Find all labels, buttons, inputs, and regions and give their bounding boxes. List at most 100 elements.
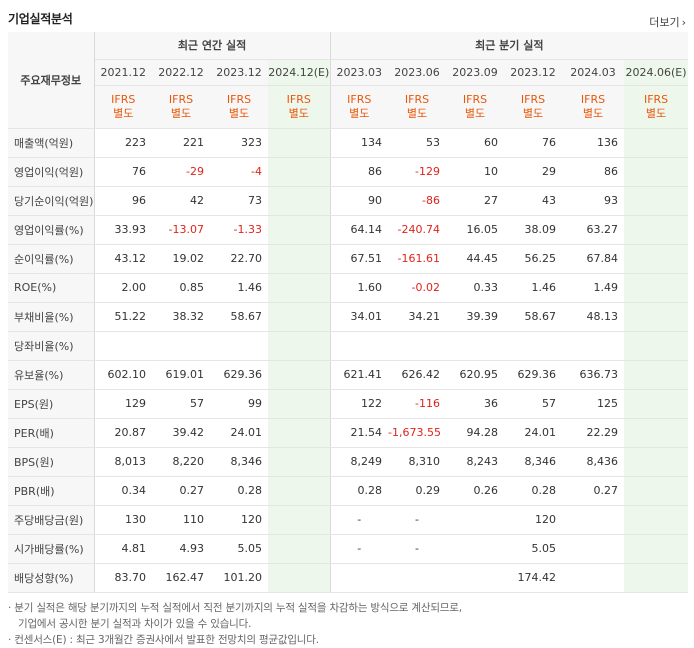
value-cell — [624, 563, 689, 593]
value-cell: -1.33 — [210, 214, 268, 245]
value-cell: 602.10 — [94, 360, 152, 390]
value-cell: -1,673.55 — [388, 418, 447, 448]
value-cell: 621.41 — [330, 360, 389, 390]
value-cell: 0.27 — [562, 476, 625, 506]
value-cell — [210, 331, 268, 361]
value-cell: 29 — [504, 157, 563, 187]
value-cell — [624, 504, 689, 535]
value-cell: 96 — [94, 186, 152, 216]
value-cell: 57 — [504, 388, 563, 419]
value-cell: 43.12 — [94, 244, 152, 274]
value-cell: 38.32 — [152, 302, 210, 332]
value-cell: 0.33 — [446, 273, 505, 303]
table-row: 시가배당률(%) 4.81 4.93 5.05- -5.05 — [8, 534, 689, 564]
table-row: 유보율(%) 602.10 619.01 629.36 621.41 626.42 620.… — [8, 360, 689, 390]
table-row: 당기순이익(억원) 96 42 73 90 -86 27 43 93 — [8, 186, 689, 216]
value-cell — [446, 331, 505, 361]
value-cell — [268, 302, 331, 332]
value-cell: 38.09 — [504, 214, 563, 245]
value-cell — [504, 331, 563, 361]
value-cell: 130 — [94, 504, 152, 535]
row-label: 당좌비율(%) — [8, 331, 95, 361]
value-cell — [268, 214, 331, 245]
value-cell: 620.95 — [446, 360, 505, 390]
separate-line: 별도 — [113, 106, 134, 120]
value-cell: 51.22 — [94, 302, 152, 332]
value-cell — [268, 476, 331, 506]
value-cell: 101.20 — [210, 563, 268, 593]
period-header: 2023.09 — [446, 59, 505, 86]
corner-label: 주요재무정보 — [8, 32, 95, 129]
ifrs-label: IFRS 별도 — [504, 85, 563, 129]
period-header: 2023.06 — [388, 59, 447, 86]
value-cell: 10 — [446, 157, 505, 187]
value-cell: 626.42 — [388, 360, 447, 390]
value-cell — [624, 127, 689, 158]
value-cell — [562, 563, 625, 593]
quarter-group-header: 최근 분기 실적 — [330, 32, 689, 60]
ifrs-line: IFRS — [347, 92, 372, 106]
period-header: 2024.12(E) — [268, 59, 331, 86]
row-label: PBR(배) — [8, 476, 95, 506]
value-cell: - — [330, 504, 389, 535]
value-cell — [268, 186, 331, 216]
value-cell — [268, 447, 331, 477]
more-link[interactable]: 더보기 › — [649, 14, 686, 30]
value-cell: 0.85 — [152, 273, 210, 303]
period-header: 2021.12 — [94, 59, 152, 86]
value-cell: 57 — [152, 388, 210, 419]
table-row: 배당성향(%) 83.70 162.47 101.20 174.42 — [8, 563, 689, 593]
value-cell: 58.67 — [504, 302, 563, 332]
value-cell — [152, 331, 210, 361]
separate-line: 별도 — [406, 106, 428, 120]
row-label: 시가배당률(%) — [8, 534, 95, 564]
value-cell: 60 — [446, 127, 505, 158]
value-cell: 221 — [152, 127, 210, 158]
value-cell: 5.05 — [504, 534, 563, 564]
value-cell — [562, 504, 625, 535]
value-cell — [268, 563, 331, 593]
value-cell: 34.01 — [330, 302, 389, 332]
ifrs-line: IFRS — [168, 92, 194, 106]
value-cell: 1.46 — [504, 273, 563, 303]
row-label: PER(배) — [8, 418, 95, 448]
separate-line: 별도 — [170, 106, 192, 120]
ifrs-label: IFRS 별도 — [446, 85, 505, 129]
value-cell: -29 — [152, 157, 210, 187]
section-header: 기업실적분석 더보기 › — [8, 8, 688, 30]
value-cell — [268, 388, 331, 419]
chevron-right-icon: › — [681, 16, 686, 29]
table-row: 당좌비율(%) — [8, 331, 689, 361]
row-label: 주당배당금(원) — [8, 504, 95, 535]
value-cell: 83.70 — [94, 563, 152, 593]
value-cell: 129 — [94, 388, 152, 419]
value-cell: 136 — [562, 127, 625, 158]
value-cell: - — [388, 534, 447, 564]
period-header: 2024.06(E) — [624, 59, 689, 86]
value-cell: - — [388, 504, 447, 535]
row-label: EPS(원) — [8, 388, 95, 419]
row-label: 매출액(억원) — [8, 127, 95, 158]
value-cell — [330, 331, 389, 361]
value-cell — [624, 418, 689, 448]
value-cell: 42 — [152, 186, 210, 216]
ifrs-label: IFRS 별도 — [562, 85, 625, 129]
value-cell: 64.14 — [330, 214, 389, 245]
value-cell: 93 — [562, 186, 625, 216]
value-cell: -240.74 — [388, 214, 447, 245]
value-cell: 76 — [94, 157, 152, 187]
value-cell — [446, 504, 505, 535]
value-cell: 1.46 — [210, 273, 268, 303]
value-cell: 27 — [446, 186, 505, 216]
value-cell — [268, 418, 331, 448]
separate-line: 별도 — [288, 106, 309, 120]
ifrs-line: IFRS — [226, 92, 252, 106]
value-cell: 48.13 — [562, 302, 625, 332]
value-cell: -161.61 — [388, 244, 447, 274]
value-cell: 22.70 — [210, 244, 268, 274]
value-cell — [268, 504, 331, 535]
footnote-1-cont: 기업에서 공시한 분기 실적과 차이가 있을 수 있습니다. — [18, 618, 252, 630]
annual-group-header: 최근 연간 실적 — [94, 32, 331, 60]
value-cell — [268, 360, 331, 390]
table-row: PBR(배) 0.34 0.27 0.28 0.28 0.29 0.26 0.28 0.27 — [8, 476, 689, 506]
